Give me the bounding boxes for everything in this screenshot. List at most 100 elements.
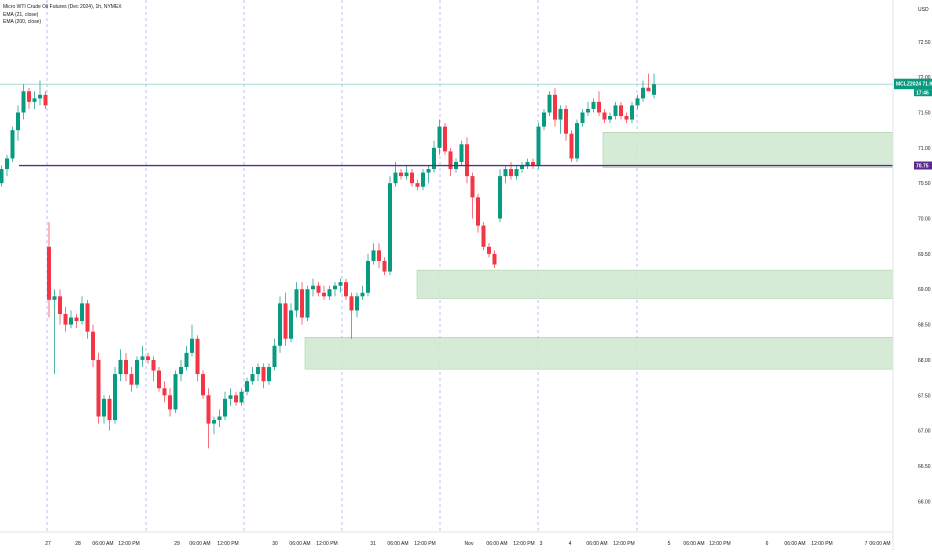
candle[interactable]	[569, 130, 574, 162]
candle[interactable]	[124, 352, 128, 382]
candle[interactable]	[586, 101, 590, 117]
candle[interactable]	[311, 278, 315, 297]
candle[interactable]	[113, 367, 117, 424]
candle[interactable]	[162, 381, 167, 403]
candle[interactable]	[129, 367, 134, 392]
candle[interactable]	[525, 158, 530, 170]
candle[interactable]	[179, 359, 183, 382]
candle[interactable]	[85, 299, 90, 339]
candle[interactable]	[283, 292, 288, 346]
candle[interactable]	[366, 253, 370, 297]
candle[interactable]	[382, 257, 387, 276]
candle[interactable]	[470, 172, 475, 219]
candle[interactable]	[536, 123, 541, 170]
candle[interactable]	[344, 278, 348, 300]
candle[interactable]	[349, 292, 354, 339]
candle[interactable]	[58, 289, 62, 325]
candle[interactable]	[63, 306, 68, 332]
candle[interactable]	[377, 243, 381, 269]
candle[interactable]	[289, 303, 293, 343]
candle[interactable]	[487, 243, 491, 258]
candle[interactable]	[448, 147, 453, 177]
candle[interactable]	[245, 377, 249, 396]
candle[interactable]	[107, 395, 112, 431]
candle[interactable]	[355, 292, 359, 318]
candle[interactable]	[201, 370, 205, 399]
candle[interactable]	[102, 395, 106, 424]
candle[interactable]	[190, 324, 194, 357]
candle[interactable]	[338, 278, 343, 293]
candle[interactable]	[52, 289, 57, 375]
candle[interactable]	[38, 80, 42, 106]
candle[interactable]	[118, 349, 123, 382]
candle[interactable]	[360, 285, 365, 300]
candle[interactable]	[404, 165, 409, 180]
candle[interactable]	[27, 87, 31, 109]
candle[interactable]	[575, 119, 579, 162]
candle[interactable]	[10, 126, 15, 162]
candle[interactable]	[184, 345, 189, 371]
candle[interactable]	[168, 388, 172, 417]
candle[interactable]	[509, 161, 513, 180]
candle[interactable]	[21, 84, 26, 120]
candle[interactable]	[399, 169, 403, 180]
candle[interactable]	[32, 91, 37, 109]
candle[interactable]	[74, 313, 79, 329]
candle[interactable]	[630, 101, 634, 124]
candle[interactable]	[300, 282, 304, 325]
candle[interactable]	[421, 169, 425, 191]
candle[interactable]	[476, 193, 480, 233]
candle[interactable]	[272, 338, 277, 371]
candle[interactable]	[432, 140, 436, 173]
candle[interactable]	[624, 112, 629, 124]
candle[interactable]	[602, 108, 607, 124]
candle[interactable]	[217, 409, 222, 428]
demand-zone[interactable]	[304, 337, 894, 370]
candle[interactable]	[333, 282, 337, 297]
candle[interactable]	[410, 169, 414, 187]
candle[interactable]	[327, 285, 332, 300]
candle[interactable]	[278, 296, 282, 353]
candle[interactable]	[591, 98, 596, 113]
candle[interactable]	[173, 370, 178, 413]
candle[interactable]	[498, 169, 502, 223]
candle[interactable]	[206, 388, 211, 449]
candle[interactable]	[47, 222, 51, 318]
candle[interactable]	[157, 367, 161, 392]
candle[interactable]	[146, 352, 150, 364]
candle[interactable]	[520, 161, 524, 173]
candle[interactable]	[140, 345, 145, 368]
candle[interactable]	[239, 388, 244, 406]
candle[interactable]	[135, 356, 139, 389]
candle[interactable]	[597, 91, 601, 117]
candle[interactable]	[547, 91, 552, 117]
candle[interactable]	[492, 250, 497, 269]
candle[interactable]	[481, 222, 486, 251]
candle[interactable]	[223, 391, 227, 421]
candle[interactable]	[443, 123, 447, 155]
candle[interactable]	[553, 87, 557, 127]
candle[interactable]	[426, 165, 431, 184]
candle[interactable]	[415, 179, 420, 191]
candle[interactable]	[641, 80, 645, 102]
candle[interactable]	[459, 140, 464, 166]
demand-zone[interactable]	[416, 269, 894, 299]
candle[interactable]	[652, 73, 656, 99]
candle[interactable]	[542, 108, 546, 131]
candle[interactable]	[195, 335, 200, 382]
candle[interactable]	[234, 391, 238, 406]
candle[interactable]	[564, 105, 568, 141]
candle[interactable]	[503, 165, 508, 184]
candle[interactable]	[635, 94, 640, 109]
candle[interactable]	[613, 101, 618, 120]
candle[interactable]	[294, 282, 299, 318]
candle[interactable]	[465, 137, 469, 184]
candle[interactable]	[91, 324, 95, 368]
candle[interactable]	[80, 296, 84, 325]
candle[interactable]	[580, 108, 585, 127]
candle[interactable]	[619, 101, 623, 120]
demand-zone[interactable]	[602, 131, 894, 168]
candle[interactable]	[437, 119, 442, 155]
candle[interactable]	[531, 158, 535, 170]
